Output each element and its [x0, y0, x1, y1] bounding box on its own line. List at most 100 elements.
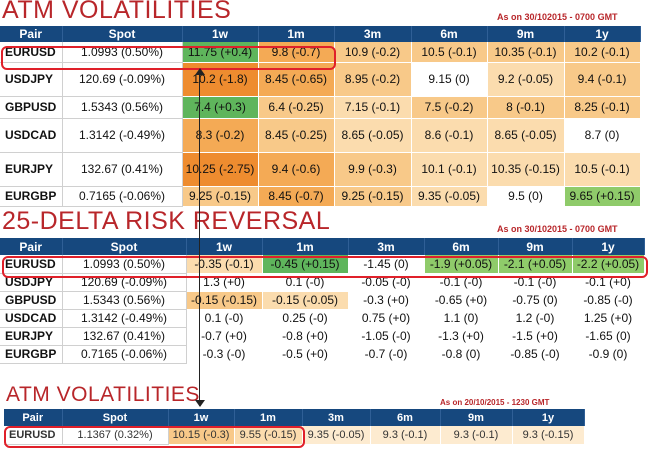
arrow-up-icon: [195, 68, 205, 75]
table-row: EURGBP 0.7165 (-0.06%) -0.3 (-0) -0.5 (+0) -…: [0, 345, 645, 364]
column-header-spot[interactable]: Spot: [62, 409, 169, 426]
column-header-3m[interactable]: 3m: [348, 238, 425, 255]
value-cell-1y: 10.5 (-0.1): [564, 152, 641, 187]
column-header-3m[interactable]: 3m: [334, 26, 412, 42]
table-header-row: Pair Spot 1w 1m 3m 6m 9m 1y: [0, 26, 641, 42]
value-cell-9m: -0.75 (0): [498, 291, 573, 310]
value-cell-1w: 10.25 (-2.75): [182, 152, 259, 187]
value-cell-9m: 9.2 (-0.05): [487, 62, 565, 97]
value-cell-1w: 7.4 (+0.3): [182, 96, 259, 119]
column-header-1w[interactable]: 1w: [182, 26, 259, 42]
value-cell-3m: 9.25 (-0.15): [334, 186, 412, 207]
column-header-6m[interactable]: 6m: [411, 26, 488, 42]
value-cell-3m: -1.45 (0): [348, 255, 425, 274]
value-cell-6m: 10.5 (-0.1): [411, 42, 488, 63]
value-cell-1y: -2.2 (+0.05): [572, 255, 645, 274]
value-cell-3m: -0.3 (+0): [348, 291, 425, 310]
value-cell-9m: 8.65 (-0.05): [487, 118, 565, 153]
column-header-1y[interactable]: 1y: [564, 26, 641, 42]
column-header-pair[interactable]: Pair: [4, 409, 63, 426]
table-row: EURJPY 132.67 (0.41%) 10.25 (-2.75) 9.4 (-0…: [0, 152, 641, 187]
column-header-9m[interactable]: 9m: [487, 26, 565, 42]
value-cell-9m: 1.2 (-0): [498, 309, 573, 328]
column-header-1w[interactable]: 1w: [168, 409, 235, 426]
value-cell-3m: 7.15 (-0.1): [334, 96, 412, 119]
pair-cell: USDCAD: [0, 118, 63, 153]
table-row: EURUSD 1.1367 (0.32%) 10.15 (-0.3) 9.55 (-0…: [4, 426, 585, 445]
column-header-3m[interactable]: 3m: [302, 409, 371, 426]
value-cell-6m: 8.6 (-0.1): [411, 118, 488, 153]
value-cell-3m: -0.7 (-0): [348, 345, 425, 364]
value-cell-6m: 10.1 (-0.1): [411, 152, 488, 187]
value-cell-1w: -0.15 (-0.15): [186, 291, 263, 310]
value-cell-9m: 10.35 (-0.1): [487, 42, 565, 63]
risk-reversal-asof-label: As on 30/102015 - 0700 GMT: [497, 224, 618, 234]
value-cell-9m: 9.5 (0): [487, 186, 565, 207]
table-header-row: Pair Spot 1w 1m 3m 6m 9m 1y: [0, 238, 645, 255]
column-header-pair[interactable]: Pair: [0, 238, 63, 255]
value-cell-6m: 1.1 (0): [424, 309, 499, 328]
eurusd-atm2-highlight-oval: [4, 426, 305, 448]
value-cell-6m: 9.35 (-0.05): [411, 186, 488, 207]
value-cell-1m: -0.5 (+0): [262, 345, 349, 364]
value-cell-1m: -0.8 (+0): [262, 327, 349, 346]
pair-cell: EURGBP: [0, 186, 63, 207]
column-header-1m[interactable]: 1m: [262, 238, 349, 255]
column-header-pair[interactable]: Pair: [0, 26, 63, 42]
spot-cell: 1.3142 (-0.49%): [62, 309, 187, 328]
value-cell-1y: 9.3 (-0.15): [512, 426, 585, 445]
pair-cell: GBPUSD: [0, 291, 63, 310]
eurusd-rr-highlight-oval: [2, 256, 648, 278]
pair-cell: EURGBP: [0, 345, 63, 364]
column-header-6m[interactable]: 6m: [370, 409, 441, 426]
pair-cell: EURUSD: [0, 255, 63, 274]
risk-reversal-title: 25-DELTA RISK REVERSAL: [2, 207, 331, 235]
value-cell-1m: 0.25 (-0): [262, 309, 349, 328]
atm-volatilities-table: Pair Spot 1w 1m 3m 6m 9m 1y EURUSD 1.0993 (0.50%…: [0, 26, 641, 207]
value-cell-1w: 10.2 (-1.8): [182, 62, 259, 97]
spot-cell: 0.7165 (-0.06%): [62, 186, 183, 207]
pair-cell: EURUSD: [4, 426, 63, 445]
value-cell-3m: 10.9 (-0.2): [334, 42, 412, 63]
value-cell-9m: 9.3 (-0.1): [440, 426, 513, 445]
pair-cell: USDJPY: [0, 62, 63, 97]
value-cell-3m: 8.65 (-0.05): [334, 118, 412, 153]
column-header-1m[interactable]: 1m: [234, 409, 303, 426]
table-row: USDJPY 120.69 (-0.09%) 10.2 (-1.8) 8.45 (-0…: [0, 62, 641, 97]
atm-asof-label: As on 30/102015 - 0700 GMT: [497, 12, 618, 22]
column-header-1m[interactable]: 1m: [258, 26, 335, 42]
arrow-down-icon: [195, 400, 205, 407]
value-cell-1w: -0.7 (+0): [186, 327, 263, 346]
atm-volatilities-title-2: ATM VOLATILITIES: [6, 383, 200, 406]
risk-reversal-table: Pair Spot 1w 1m 3m 6m 9m 1y EURUSD 1.0993 (0.50%…: [0, 238, 645, 364]
table-row: EURGBP 0.7165 (-0.06%) 9.25 (-0.15) 8.45 (-…: [0, 186, 641, 207]
value-cell-9m: -2.1 (+0.05): [498, 255, 573, 274]
value-cell-1y: 8.25 (-0.1): [564, 96, 641, 119]
pair-cell: EURJPY: [0, 327, 63, 346]
value-cell-9m: -0.85 (-0): [498, 345, 573, 364]
value-cell-1w: 9.25 (-0.15): [182, 186, 259, 207]
column-header-spot[interactable]: Spot: [62, 238, 187, 255]
comparison-line: [199, 71, 200, 406]
value-cell-3m: 0.75 (+0): [348, 309, 425, 328]
spot-cell: 132.67 (0.41%): [62, 152, 183, 187]
column-header-1w[interactable]: 1w: [186, 238, 263, 255]
value-cell-1w: -0.3 (-0): [186, 345, 263, 364]
column-header-1y[interactable]: 1y: [572, 238, 645, 255]
table-row: USDCAD 1.3142 (-0.49%) 8.3 (-0.2) 8.45 (-0.…: [0, 118, 641, 153]
column-header-9m[interactable]: 9m: [440, 409, 513, 426]
value-cell-1y: -0.9 (0): [572, 345, 645, 364]
spot-cell: 1.5343 (0.56%): [62, 96, 183, 119]
value-cell-3m: 9.9 (-0.3): [334, 152, 412, 187]
column-header-9m[interactable]: 9m: [498, 238, 573, 255]
column-header-spot[interactable]: Spot: [62, 26, 183, 42]
value-cell-1w: 0.1 (-0): [186, 309, 263, 328]
atm-volatilities-title: ATM VOLATILITIES: [2, 0, 232, 24]
table-row: GBPUSD 1.5343 (0.56%) -0.15 (-0.15) -0.15 (…: [0, 291, 645, 310]
value-cell-1y: 9.65 (+0.15): [564, 186, 641, 207]
value-cell-6m: 7.5 (-0.2): [411, 96, 488, 119]
spot-cell: 1.1367 (0.32%): [62, 426, 169, 445]
pair-cell: USDCAD: [0, 309, 63, 328]
column-header-6m[interactable]: 6m: [424, 238, 499, 255]
column-header-1y[interactable]: 1y: [512, 409, 585, 426]
